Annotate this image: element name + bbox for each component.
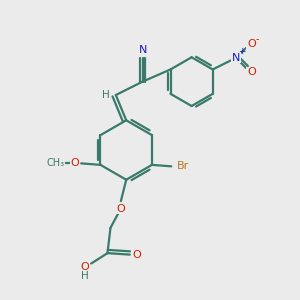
Text: CH₃: CH₃: [46, 158, 64, 168]
Text: O: O: [247, 68, 256, 77]
Text: H: H: [81, 271, 89, 281]
Text: O: O: [71, 158, 80, 168]
Text: -: -: [256, 34, 259, 44]
Text: O: O: [81, 262, 90, 272]
Text: +: +: [238, 46, 246, 56]
Text: N: N: [232, 52, 240, 63]
Text: H: H: [102, 90, 110, 100]
Text: N: N: [138, 44, 147, 55]
Text: O: O: [116, 204, 125, 214]
Text: O: O: [247, 40, 256, 50]
Text: Br: Br: [176, 161, 189, 171]
Text: O: O: [132, 250, 141, 260]
